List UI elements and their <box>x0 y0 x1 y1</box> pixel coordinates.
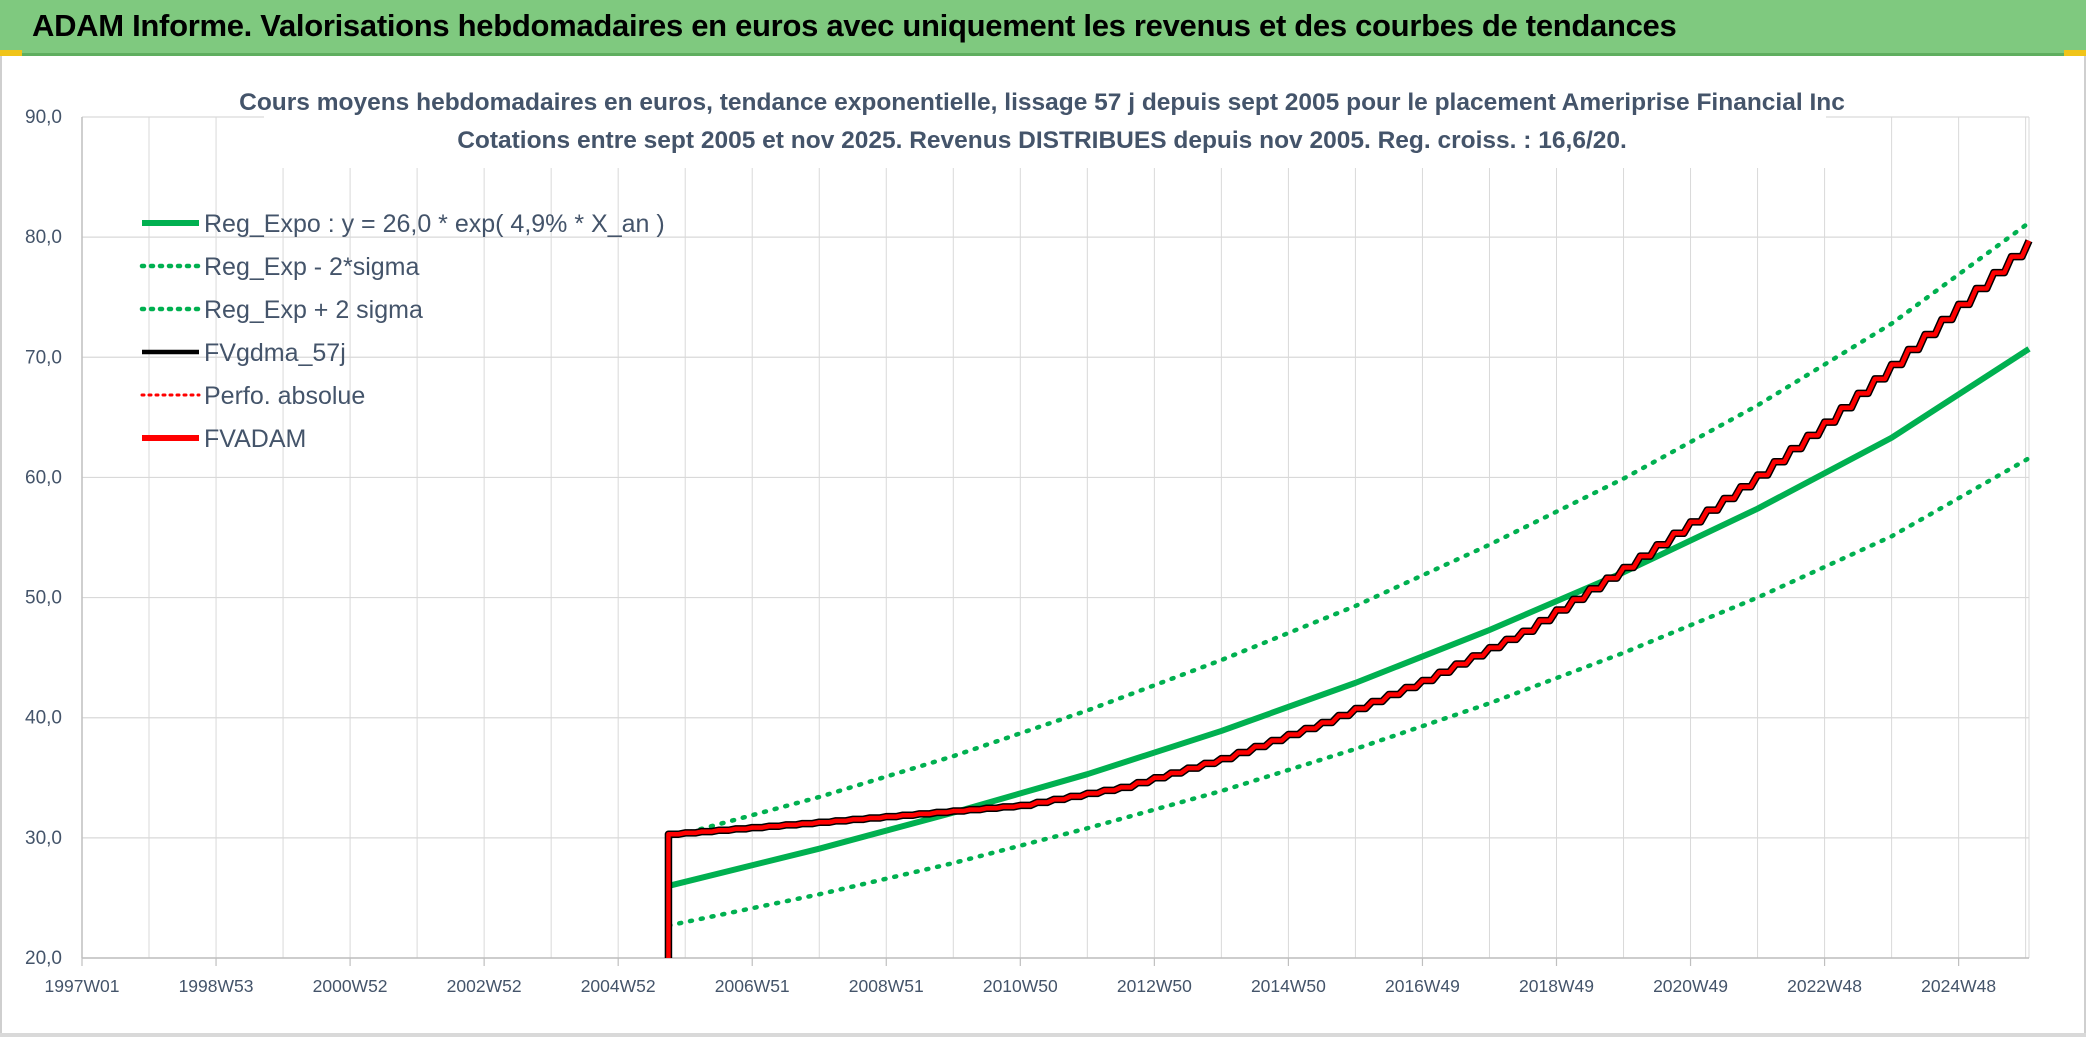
y-tick-label: 80,0 <box>25 227 62 248</box>
x-tick-label: 2020W49 <box>1653 976 1728 996</box>
trend-chart: 20,0 30,0 40,0 50,0 60,0 70,0 80,0 90,0 1997W01 1… <box>25 76 2033 996</box>
x-tick-label: 2002W52 <box>447 976 522 996</box>
series-reg-expo <box>667 346 2031 889</box>
report-title: ADAM Informe. Valorisations hebdomadaire… <box>32 8 1677 43</box>
legend-label: FVADAM <box>204 425 306 453</box>
x-tick-label: 1997W01 <box>45 976 120 996</box>
y-tick-label: 20,0 <box>25 948 62 969</box>
series-reg-plus-2sigma <box>666 220 2032 841</box>
y-tick-label: 40,0 <box>25 708 62 729</box>
x-tick-label: 2024W48 <box>1921 976 1996 996</box>
y-tick-label: 70,0 <box>25 347 62 368</box>
chart-title-line-2: Cotations entre sept 2005 et nov 2025. R… <box>457 127 1627 154</box>
x-tick-label: 2004W52 <box>581 976 656 996</box>
corner-accent-right <box>2064 50 2086 56</box>
x-tick-label: 2012W50 <box>1117 976 1192 996</box>
legend-label: Reg_Expo : y = 26,0 * exp( 4,9% * X_an ) <box>204 210 665 238</box>
bottom-border <box>0 1033 2086 1037</box>
chart-title-line-1: Cours moyens hebdomadaires en euros, ten… <box>239 89 1845 116</box>
chart-title-backing <box>264 76 1826 168</box>
y-tick-label: 30,0 <box>25 828 62 849</box>
y-tick-label: 50,0 <box>25 588 62 609</box>
corner-accent-left <box>0 50 22 56</box>
series-fvadam <box>666 239 2032 958</box>
x-tick-label: 2010W50 <box>983 976 1058 996</box>
x-tick-label: 2000W52 <box>313 976 388 996</box>
y-tick-label: 90,0 <box>25 107 62 128</box>
chart-area: 20,0 30,0 40,0 50,0 60,0 70,0 80,0 90,0 1997W01 1… <box>0 56 2086 1037</box>
x-tick-label: 2016W49 <box>1385 976 1460 996</box>
x-tick-label: 1998W53 <box>179 976 254 996</box>
legend-label: Perfo. absolue <box>204 382 365 410</box>
x-tick-label: 2018W49 <box>1519 976 1594 996</box>
series-reg-minus-2sigma <box>666 455 2032 928</box>
x-tick-label: 2006W51 <box>715 976 790 996</box>
x-tick-label: 2008W51 <box>849 976 924 996</box>
legend-label: FVgdma_57j <box>204 339 346 367</box>
report-banner: ADAM Informe. Valorisations hebdomadaire… <box>0 0 2086 56</box>
legend-label: Reg_Exp - 2*sigma <box>204 253 419 281</box>
y-tick-label: 60,0 <box>25 467 62 488</box>
x-tick-label: 2014W50 <box>1251 976 1326 996</box>
legend-label: Reg_Exp + 2 sigma <box>204 296 423 324</box>
x-tick-label: 2022W48 <box>1787 976 1862 996</box>
